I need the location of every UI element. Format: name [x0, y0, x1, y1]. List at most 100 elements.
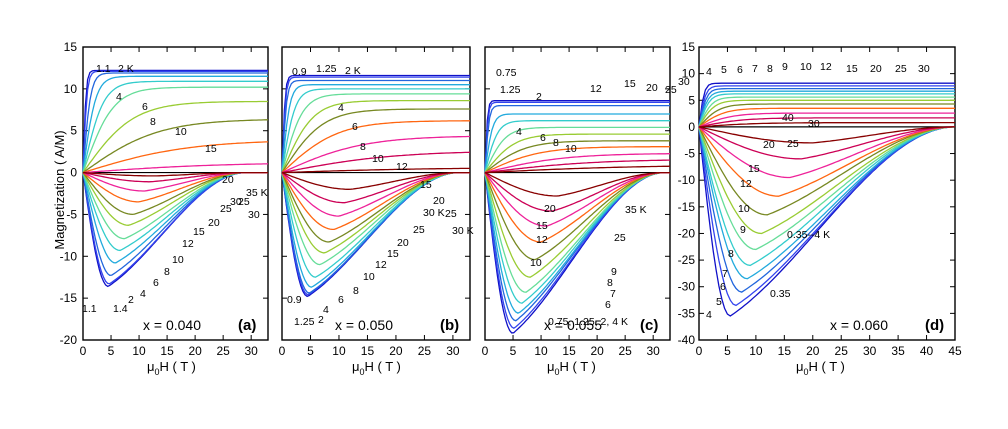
- x-tick-label: 40: [920, 344, 934, 358]
- upper-curve: [484, 159, 670, 174]
- upper-temp-label: 1.1: [96, 63, 111, 75]
- upper-temp-label: 7: [752, 63, 758, 75]
- lower-temp-label: 35 K: [246, 187, 268, 199]
- x-tick-label: 0: [279, 344, 286, 358]
- lower-temp-label: 35 K: [625, 204, 647, 216]
- upper-curve: [698, 99, 955, 128]
- x-tick-label: 20: [806, 344, 820, 358]
- x-tick-label: 30: [245, 344, 259, 358]
- upper-temp-label: 4: [116, 91, 122, 103]
- lower-curve: [281, 171, 470, 204]
- x-label-sub: 0: [360, 367, 365, 377]
- y-tick-label: 0: [70, 166, 77, 180]
- lower-curve: [698, 126, 955, 197]
- y-tick-label: -20: [678, 226, 696, 240]
- upper-temp-label: 12: [396, 161, 408, 173]
- lower-temp-label: 7: [610, 288, 616, 300]
- panel-d: 0 5 10 15 20 25 30 35 40 45-40-35-30-25-20-15-10-…: [678, 40, 962, 358]
- upper-curve: [484, 140, 670, 174]
- lower-curve: [281, 171, 470, 190]
- upper-curve: [281, 74, 470, 173]
- lower-temp-label: 8: [353, 285, 359, 297]
- upper-curve: [281, 151, 471, 174]
- upper-temp-label: 15: [846, 63, 858, 75]
- x-tick-label: 25: [835, 344, 849, 358]
- lower-curve: [698, 126, 955, 144]
- composition-label: x = 0.060: [830, 317, 888, 333]
- upper-curve: [698, 90, 955, 128]
- lower-temp-label: 30: [808, 118, 820, 130]
- upper-curve: [281, 88, 470, 173]
- upper-curve: [82, 69, 268, 173]
- y-tick-label: 15: [682, 40, 696, 54]
- lower-temp-label: 20: [397, 237, 409, 249]
- upper-curve: [484, 99, 670, 173]
- lower-temp-label: 4: [140, 288, 146, 300]
- lower-temp-label: 4: [323, 304, 329, 316]
- upper-temp-label: 0.9: [292, 66, 307, 78]
- x-tick-label: 5: [724, 344, 731, 358]
- upper-curve: [698, 121, 955, 128]
- lower-curve: [484, 171, 670, 197]
- x-label-sub: 0: [555, 367, 560, 377]
- lower-curve: [698, 126, 956, 216]
- lower-curve: [698, 126, 955, 160]
- x-tick-label: 30: [863, 344, 877, 358]
- svg-text:μ0H ( T ): μ0H ( T ): [547, 359, 596, 377]
- y-tick-label: 10: [64, 82, 78, 96]
- x-tick-label: 25: [216, 344, 230, 358]
- upper-temp-label: 25: [895, 63, 907, 75]
- upper-curve: [82, 70, 268, 173]
- upper-temp-label: 8: [360, 141, 366, 153]
- y-tick-label: -40: [678, 333, 696, 347]
- lower-temp-label: 1.1: [82, 303, 97, 315]
- lower-temp-label: 9: [740, 224, 746, 236]
- lower-temp-label: 5: [716, 296, 722, 308]
- lower-temp-label: 10: [738, 203, 750, 215]
- upper-curve: [82, 72, 268, 173]
- lower-temp-label: 2: [128, 294, 134, 306]
- y-tick-label: 10: [682, 67, 696, 81]
- upper-temp-label: 6: [352, 121, 358, 133]
- x-label-mu: μ: [147, 359, 155, 374]
- y-tick-label: 15: [64, 40, 78, 54]
- lower-curve: [698, 126, 956, 280]
- upper-curve: [484, 104, 670, 173]
- upper-temp-label: 4: [516, 126, 522, 138]
- upper-temp-label: 0.75: [496, 67, 517, 79]
- lower-temp-label: 12: [536, 234, 548, 246]
- lower-temp-label: 6: [720, 281, 726, 293]
- upper-curve: [281, 167, 470, 174]
- upper-temp-label: 8: [767, 63, 773, 75]
- lower-temp-label: 7: [722, 268, 728, 280]
- lower-curve: [698, 126, 956, 235]
- lower-temp-label: 15: [387, 248, 399, 260]
- upper-curve: [484, 101, 670, 173]
- x-label-text: H ( T ): [809, 359, 845, 374]
- upper-curve: [281, 120, 470, 174]
- x-label-text: H ( T ): [365, 359, 401, 374]
- upper-temp-label: 25: [445, 208, 457, 220]
- upper-curve: [82, 86, 268, 173]
- y-tick-label: 5: [688, 93, 695, 107]
- composition-label: x = 0.050: [335, 317, 393, 333]
- upper-curve: [281, 84, 470, 173]
- upper-temp-label: 4: [338, 102, 344, 114]
- lower-curve: [82, 171, 268, 177]
- upper-temp-label: 2: [536, 91, 542, 103]
- lower-temp-label: 40: [782, 112, 794, 124]
- upper-curve: [698, 103, 955, 128]
- x-tick-label: 15: [778, 344, 792, 358]
- y-tick-label: -20: [60, 333, 78, 347]
- lower-temp-label: 25: [220, 203, 232, 215]
- lower-temp-label: 10: [530, 257, 542, 269]
- lower-temp-label: 6: [605, 299, 611, 311]
- upper-temp-label: 5: [721, 64, 727, 76]
- lower-curve: [698, 126, 956, 267]
- x-label-mu: μ: [547, 359, 555, 374]
- lower-temp-label: 2: [318, 314, 324, 326]
- upper-curve: [698, 107, 955, 128]
- lower-temp-label: 0.35: [770, 288, 791, 300]
- upper-temp-label: 15: [420, 179, 432, 191]
